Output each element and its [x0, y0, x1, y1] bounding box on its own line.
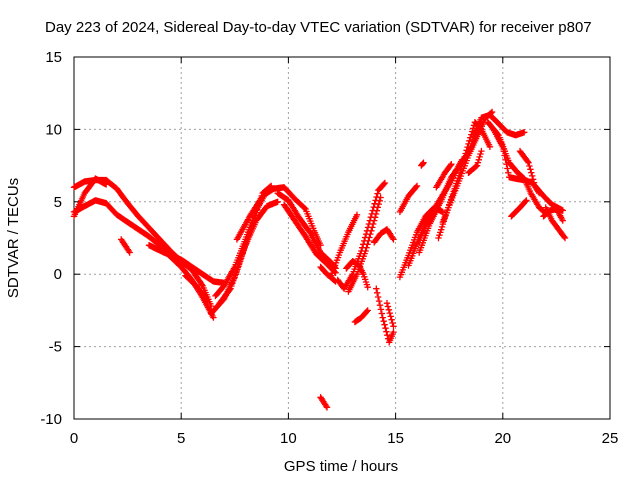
series-arc19 — [351, 307, 371, 326]
series-arc3 — [70, 175, 110, 220]
data-points — [70, 108, 569, 411]
axis-ticks: 0 5 10 15 20 25 -10 -5 0 5 10 15 — [40, 49, 618, 447]
x-tick-label: 0 — [70, 430, 78, 447]
series-arc4 — [118, 236, 133, 256]
series-arc22 — [383, 300, 397, 330]
series-arc2 — [70, 197, 217, 321]
y-tick-label: 15 — [45, 49, 62, 66]
series-arc15 — [328, 211, 361, 279]
series-arc11 — [274, 189, 339, 272]
series-arc28 — [433, 161, 455, 191]
y-tick-label: -5 — [49, 339, 62, 356]
series-arc24 — [396, 182, 421, 216]
series-arc5 — [145, 242, 228, 287]
series-arc10 — [233, 184, 324, 249]
series-arc32 — [469, 111, 528, 140]
chart-title: Day 223 of 2024, Sidereal Day-to-day VTE… — [45, 19, 592, 36]
y-tick-label: 10 — [45, 121, 62, 138]
y-tick-label: 5 — [54, 194, 62, 211]
series-arc21 — [373, 285, 397, 346]
plot-frame — [73, 56, 611, 420]
series-arc37 — [516, 147, 566, 214]
y-tick-label: -10 — [40, 411, 62, 428]
series-arc18 — [343, 258, 371, 291]
x-tick-label: 5 — [177, 430, 185, 447]
series-arc36 — [508, 197, 530, 220]
series-arc1 — [70, 176, 215, 310]
series-arc14 — [317, 394, 331, 411]
x-tick-label: 15 — [387, 430, 404, 447]
series-arc12 — [280, 201, 339, 276]
y-tick-label: 0 — [54, 266, 62, 283]
series-arc16 — [334, 179, 389, 292]
series-arc27 — [418, 159, 427, 169]
x-tick-label: 10 — [280, 430, 297, 447]
series-arc7 — [208, 198, 281, 317]
series-arc20 — [371, 226, 397, 246]
x-tick-label: 25 — [602, 430, 619, 447]
series-arc6 — [182, 272, 211, 304]
x-tick-label: 20 — [494, 430, 511, 447]
series-arc39 — [542, 204, 569, 242]
series-arc31 — [465, 147, 485, 176]
x-axis-label: GPS time / hours — [284, 458, 398, 475]
y-axis-label: SDTVAR / TECUs — [5, 178, 22, 298]
